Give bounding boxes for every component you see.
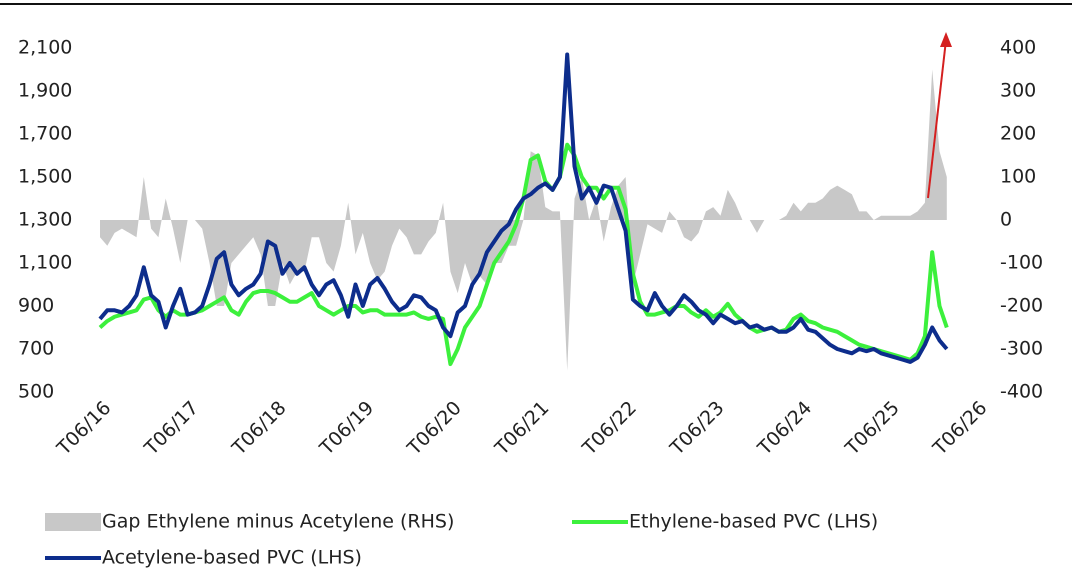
y2-tick-label: 200 [1000,123,1036,145]
x-tick-label: T06/20 [403,397,466,460]
y2-tick-label: -300 [1000,338,1043,360]
y2-tick-label: 0 [1000,209,1012,231]
x-tick-label: T06/21 [490,397,553,460]
x-tick-label: T06/23 [665,397,728,460]
legend-label: Ethylene-based PVC (LHS) [629,511,878,533]
arrow-head [940,32,952,47]
y2-tick-label: -400 [1000,381,1043,403]
x-tick-label: T06/25 [841,397,904,460]
legend-label: Acetylene-based PVC (LHS) [102,547,362,569]
x-tick-label: T06/26 [928,397,991,460]
y2-tick-label: -100 [1000,252,1043,274]
annotation-arrow [927,39,947,199]
x-tick-label: T06/22 [578,397,641,460]
y-tick-label: 500 [18,381,54,403]
x-tick-label: T06/17 [140,397,203,460]
y-tick-label: 700 [18,338,54,360]
x-tick-label: T06/16 [52,397,115,460]
legend-swatch [45,513,101,531]
y2-tick-label: 300 [1000,80,1036,102]
x-tick-label: T06/18 [227,397,290,460]
y-tick-label: 1,700 [18,123,72,145]
y-tick-label: 1,300 [18,209,72,231]
y-tick-label: 2,100 [18,37,72,59]
y2-tick-label: 100 [1000,166,1036,188]
series-line [98,52,949,364]
plot [98,52,949,371]
y2-tick-label: -200 [1000,295,1043,317]
x-tick-label: T06/24 [753,397,816,460]
y2-tick-label: 400 [1000,37,1036,59]
y-tick-label: 900 [18,295,54,317]
legend-label: Gap Ethylene minus Acetylene (RHS) [102,511,454,533]
gap-area [100,69,947,371]
y-tick-label: 1,500 [18,166,72,188]
y-tick-label: 1,100 [18,252,72,274]
x-tick-label: T06/19 [315,397,378,460]
y-tick-label: 1,900 [18,80,72,102]
